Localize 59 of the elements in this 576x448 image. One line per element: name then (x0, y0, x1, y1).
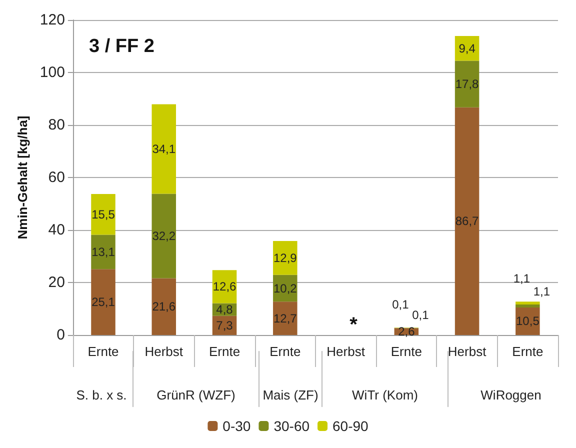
data-label: 12,7 (273, 311, 298, 326)
legend-label: 0-30 (222, 418, 251, 434)
data-label: 7,3 (216, 318, 234, 332)
bar (152, 278, 176, 335)
text: 3 / FF 2 (89, 36, 154, 57)
x-tick-label: Ernte (270, 344, 301, 359)
data-label: 0,1 (392, 298, 410, 312)
bar (516, 302, 540, 305)
data-label: 9,4 (458, 41, 476, 56)
data-label: 2,6 (398, 324, 416, 339)
bar (273, 241, 298, 275)
bar (454, 60, 480, 108)
bar (454, 107, 480, 335)
data-label: 34,1 (152, 142, 176, 156)
data-label: 12,6 (212, 280, 237, 294)
y-tick-label: 100 (40, 64, 65, 81)
text: WiRoggen (480, 388, 542, 402)
x-tick-label: Herbst (326, 344, 366, 359)
y-axis-title: Nmin-Gehalt [kg/ha] (15, 116, 30, 240)
text: WiTr (Kom) (352, 388, 418, 402)
x-tick-label: Ernte (512, 344, 544, 359)
bar (91, 194, 116, 235)
y-tick-label: 80 (48, 116, 65, 134)
bar (91, 269, 116, 335)
legend-label: 30-60 (274, 418, 310, 434)
data-label: 0,1 (412, 308, 430, 322)
bar (152, 194, 176, 278)
data-label: 13,1 (92, 244, 116, 259)
data-label: 17,8 (455, 77, 480, 92)
x-tick-label: Ernte (208, 344, 240, 359)
bar (152, 104, 176, 194)
data-label: 86,7 (455, 214, 480, 228)
data-label: 1,1 (513, 272, 530, 286)
annotation: * (350, 314, 358, 336)
data-label: 21,6 (152, 300, 176, 314)
y-tick-label: 0 (56, 326, 65, 344)
text: GrünR (WZF) (156, 388, 236, 402)
data-label: 12,9 (273, 250, 298, 265)
bar (91, 234, 116, 270)
text: S. b. x s. (76, 388, 127, 402)
x-tick-label: Ernte (88, 344, 119, 359)
x-tick-label: Ernte (390, 344, 422, 359)
legend-label: 60-90 (332, 418, 369, 434)
text: Mais (ZF) (262, 388, 318, 402)
data-label: 15,5 (92, 207, 116, 222)
y-tick-label: 20 (48, 274, 65, 291)
bar (273, 302, 298, 335)
x-tick-label: Herbst (448, 344, 487, 359)
y-tick-label: 60 (48, 169, 65, 186)
data-label: 25,1 (92, 295, 116, 310)
data-label: 32,2 (152, 229, 176, 244)
y-tick-label: 40 (48, 222, 65, 238)
data-label: 4,8 (216, 302, 234, 317)
data-label: 1,1 (533, 284, 550, 299)
data-label: 10,2 (273, 281, 298, 296)
x-tick-label: Herbst (144, 344, 184, 359)
y-tick-label: 120 (40, 12, 65, 28)
data-label: 10,5 (516, 314, 540, 328)
bar (516, 304, 540, 308)
